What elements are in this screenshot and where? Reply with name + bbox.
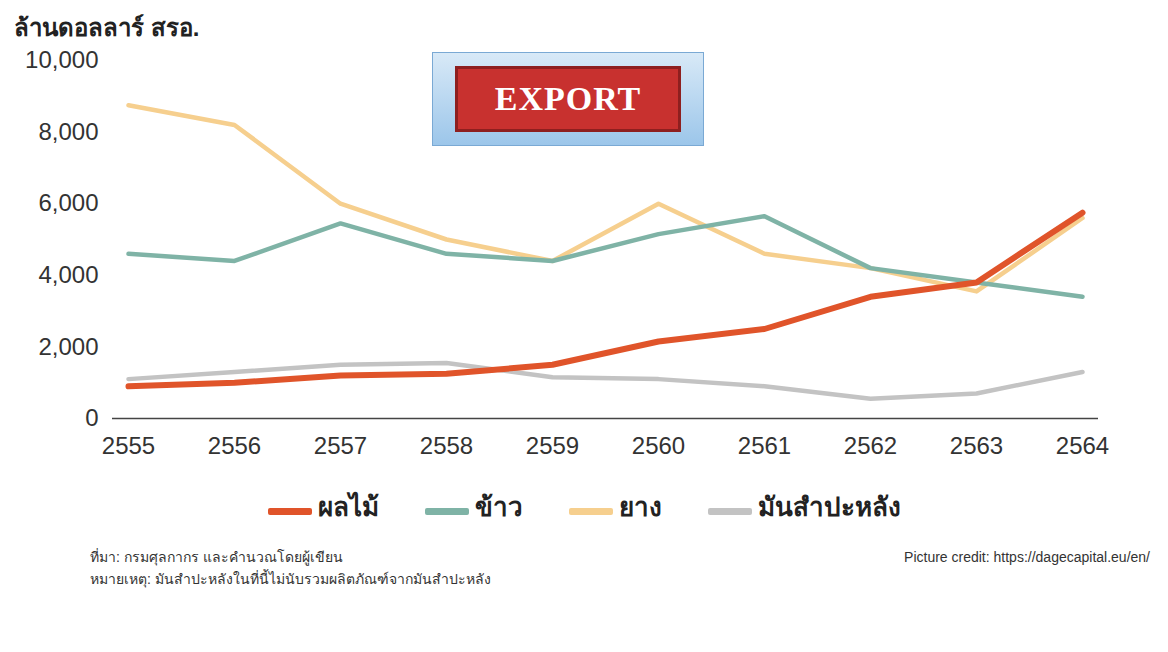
svg-text:2,000: 2,000 (38, 333, 98, 360)
svg-text:2562: 2562 (844, 432, 897, 459)
html-text:ที่มา: กรมศุลกากร และคำนวณโดยผ: ที่มา: กรมศุลกากร และคำนวณโดยผู้เขียน (90, 549, 343, 565)
svg-text:2564: 2564 (1056, 432, 1109, 459)
html-text:ยาง: ยาง (618, 492, 662, 522)
html-text:EXPORT: EXPORT (494, 80, 642, 117)
svg-text:2555: 2555 (102, 432, 155, 459)
svg-text:2559: 2559 (526, 432, 579, 459)
html-text:ผลไม้: ผลไม้ (317, 492, 379, 522)
html-text:ล้านดอลลาร์ สรอ.: ล้านดอลลาร์ สรอ. (14, 14, 200, 41)
svg-text:10,000: 10,000 (25, 46, 98, 73)
svg-text:0: 0 (85, 404, 98, 431)
html-text:หมายเหตุ: มันสำปะหลังในที่นี้ไ: หมายเหตุ: มันสำปะหลังในที่นี้ไม่นับรวมผล… (90, 571, 491, 587)
svg-text:2561: 2561 (738, 432, 791, 459)
svg-text:8,000: 8,000 (38, 118, 98, 145)
svg-text:2563: 2563 (950, 432, 1003, 459)
svg-text:2560: 2560 (632, 432, 685, 459)
html-text:มันสำปะหลัง: มันสำปะหลัง (757, 492, 901, 522)
svg-text:2556: 2556 (208, 432, 261, 459)
html-text:ข้าว: ข้าว (474, 492, 523, 522)
svg-text:2558: 2558 (420, 432, 473, 459)
html-text:Picture credit: https://dageca: Picture credit: https://dagecapital.eu/e… (904, 549, 1150, 565)
svg-text:4,000: 4,000 (38, 261, 98, 288)
svg-text:6,000: 6,000 (38, 189, 98, 216)
svg-text:2557: 2557 (314, 432, 367, 459)
